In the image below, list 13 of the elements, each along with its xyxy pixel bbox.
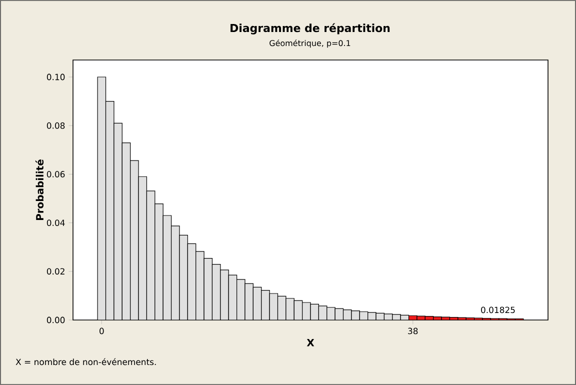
x-tick-label: 38 xyxy=(408,328,418,334)
y-tick-label: 0.02 xyxy=(46,268,64,275)
y-tick-label: 0.00 xyxy=(46,316,65,324)
y-tick-label: 0.08 xyxy=(46,122,65,129)
annotation: 0.01825 xyxy=(481,306,515,314)
y-tick-label: 0.06 xyxy=(46,171,65,178)
text: X = nombre de non-événements. xyxy=(16,358,156,366)
y-tick-label: 0.04 xyxy=(46,220,65,226)
x-tick-label: 0 xyxy=(100,328,104,334)
y-axis-title: Probabilité xyxy=(35,160,44,220)
y-tick-label: 0.10 xyxy=(46,74,65,80)
chart-title: Diagramme de répartition xyxy=(230,23,390,34)
x-axis-title: X xyxy=(306,339,314,346)
